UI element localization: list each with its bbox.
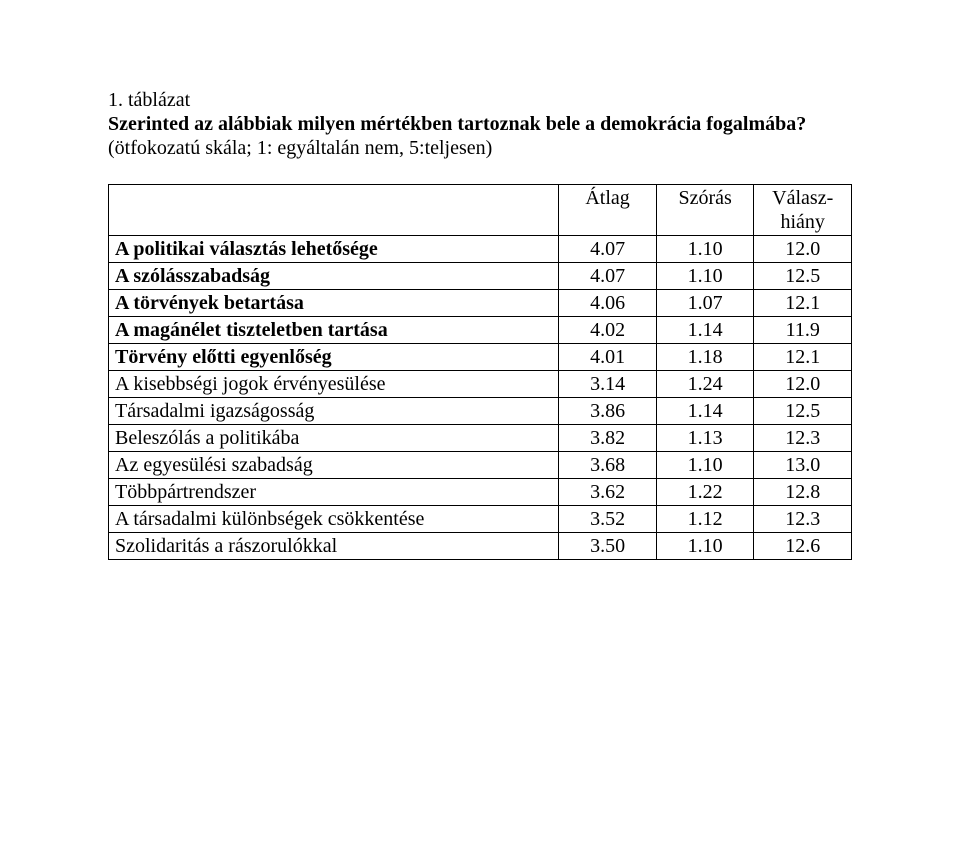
row-value-atlag: 3.68 (559, 452, 657, 479)
row-label: A magánélet tiszteletben tartása (109, 317, 559, 344)
row-value-atlag: 3.50 (559, 533, 657, 560)
table-header-szoras: Szórás (656, 185, 754, 236)
page: 1. táblázat Szerinted az alábbiak milyen… (0, 0, 960, 865)
table-row: Szolidaritás a rászorulókkal3.501.1012.6 (109, 533, 852, 560)
table-row: Társadalmi igazságosság3.861.1412.5 (109, 398, 852, 425)
row-label: A politikai választás lehetősége (109, 236, 559, 263)
row-value-valaszhiany: 11.9 (754, 317, 852, 344)
row-label: Az egyesülési szabadság (109, 452, 559, 479)
row-value-atlag: 3.86 (559, 398, 657, 425)
row-label: Beleszólás a politikába (109, 425, 559, 452)
row-value-szoras: 1.07 (656, 290, 754, 317)
row-value-atlag: 4.06 (559, 290, 657, 317)
table-row: Törvény előtti egyenlőség4.011.1812.1 (109, 344, 852, 371)
row-value-atlag: 4.02 (559, 317, 657, 344)
row-label: A szólásszabadság (109, 263, 559, 290)
row-value-szoras: 1.10 (656, 452, 754, 479)
row-value-valaszhiany: 12.5 (754, 398, 852, 425)
row-value-szoras: 1.14 (656, 398, 754, 425)
row-value-atlag: 3.62 (559, 479, 657, 506)
row-value-atlag: 4.07 (559, 236, 657, 263)
table-caption-number: 1. táblázat (108, 88, 852, 112)
row-value-valaszhiany: 13.0 (754, 452, 852, 479)
table-row: A kisebbségi jogok érvényesülése3.141.24… (109, 371, 852, 398)
row-label: Többpártrendszer (109, 479, 559, 506)
data-table: Átlag Szórás Válasz- hiány A politikai v… (108, 184, 852, 560)
table-header-valaszhiany-l1: Válasz- (772, 187, 833, 209)
table-row: Az egyesülési szabadság3.681.1013.0 (109, 452, 852, 479)
row-value-atlag: 3.52 (559, 506, 657, 533)
row-label: Társadalmi igazságosság (109, 398, 559, 425)
row-value-szoras: 1.18 (656, 344, 754, 371)
row-value-atlag: 4.07 (559, 263, 657, 290)
table-caption-scale: (ötfokozatú skála; 1: egyáltalán nem, 5:… (108, 136, 852, 160)
row-value-valaszhiany: 12.0 (754, 371, 852, 398)
row-value-atlag: 3.82 (559, 425, 657, 452)
table-body: A politikai választás lehetősége4.071.10… (109, 236, 852, 560)
table-row: Többpártrendszer3.621.2212.8 (109, 479, 852, 506)
row-value-valaszhiany: 12.8 (754, 479, 852, 506)
row-value-szoras: 1.24 (656, 371, 754, 398)
row-label: A kisebbségi jogok érvényesülése (109, 371, 559, 398)
table-caption-question: Szerinted az alábbiak milyen mértékben t… (108, 112, 852, 136)
row-value-atlag: 4.01 (559, 344, 657, 371)
row-value-valaszhiany: 12.3 (754, 425, 852, 452)
row-label: A társadalmi különbségek csökkentése (109, 506, 559, 533)
row-value-valaszhiany: 12.0 (754, 236, 852, 263)
table-row: A szólásszabadság4.071.1012.5 (109, 263, 852, 290)
row-value-valaszhiany: 12.1 (754, 344, 852, 371)
table-row: Beleszólás a politikába3.821.1312.3 (109, 425, 852, 452)
row-value-szoras: 1.12 (656, 506, 754, 533)
table-header-valaszhiany-l2: hiány (780, 211, 824, 233)
row-value-szoras: 1.13 (656, 425, 754, 452)
row-value-valaszhiany: 12.6 (754, 533, 852, 560)
row-value-valaszhiany: 12.5 (754, 263, 852, 290)
table-row: A társadalmi különbségek csökkentése3.52… (109, 506, 852, 533)
row-value-valaszhiany: 12.1 (754, 290, 852, 317)
table-header-row: Átlag Szórás Válasz- hiány (109, 185, 852, 236)
row-value-valaszhiany: 12.3 (754, 506, 852, 533)
row-value-szoras: 1.22 (656, 479, 754, 506)
table-header-empty (109, 185, 559, 236)
table-header-atlag: Átlag (559, 185, 657, 236)
row-label: Törvény előtti egyenlőség (109, 344, 559, 371)
row-value-szoras: 1.14 (656, 317, 754, 344)
row-value-szoras: 1.10 (656, 263, 754, 290)
table-row: A törvények betartása4.061.0712.1 (109, 290, 852, 317)
table-header-valaszhiany: Válasz- hiány (754, 185, 852, 236)
row-label: Szolidaritás a rászorulókkal (109, 533, 559, 560)
row-value-szoras: 1.10 (656, 236, 754, 263)
row-value-szoras: 1.10 (656, 533, 754, 560)
row-label: A törvények betartása (109, 290, 559, 317)
table-row: A politikai választás lehetősége4.071.10… (109, 236, 852, 263)
table-row: A magánélet tiszteletben tartása4.021.14… (109, 317, 852, 344)
row-value-atlag: 3.14 (559, 371, 657, 398)
